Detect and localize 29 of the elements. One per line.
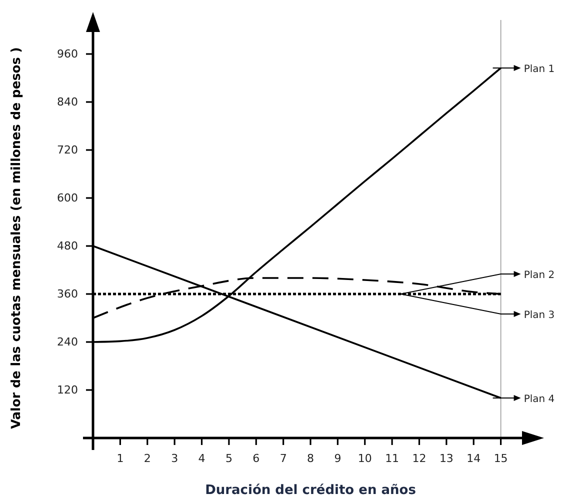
x-tick-label: 12 xyxy=(412,452,426,465)
x-tick-label: 1 xyxy=(116,452,124,465)
x-tick-label: 14 xyxy=(466,452,481,465)
x-tick-label: 11 xyxy=(385,452,400,465)
x-tick-label: 2 xyxy=(144,452,151,465)
legend-label: Plan 4 xyxy=(524,394,555,405)
x-tick-label: 9 xyxy=(334,452,342,465)
y-tick-label: 960 xyxy=(57,48,78,61)
y-tick-label: 720 xyxy=(57,144,78,157)
x-tick-label: 13 xyxy=(439,452,454,465)
legend-label: Plan 2 xyxy=(524,270,555,281)
y-tick-label: 360 xyxy=(57,288,78,301)
x-tick-label: 10 xyxy=(358,452,372,465)
legend-label: Plan 3 xyxy=(524,310,555,321)
y-tick-label: 480 xyxy=(57,240,78,253)
x-tick-label: 15 xyxy=(494,452,508,465)
x-tick-label: 3 xyxy=(171,452,178,465)
y-tick-label: 240 xyxy=(57,336,78,349)
legend-label: Plan 1 xyxy=(524,64,555,75)
y-axis-title: Valor de las cuotas mensuales (en millones de pesos ) xyxy=(8,47,23,429)
x-axis-title: Duración del crédito en años xyxy=(205,483,416,498)
x-tick-label: 5 xyxy=(225,452,232,465)
y-tick-label: 600 xyxy=(57,192,78,205)
y-tick-label: 840 xyxy=(57,96,78,109)
x-tick-label: 4 xyxy=(198,452,206,465)
y-tick-label: 120 xyxy=(57,384,78,397)
x-tick-label: 7 xyxy=(280,452,287,465)
x-tick-label: 8 xyxy=(307,452,314,465)
x-tick-label: 6 xyxy=(252,452,260,465)
